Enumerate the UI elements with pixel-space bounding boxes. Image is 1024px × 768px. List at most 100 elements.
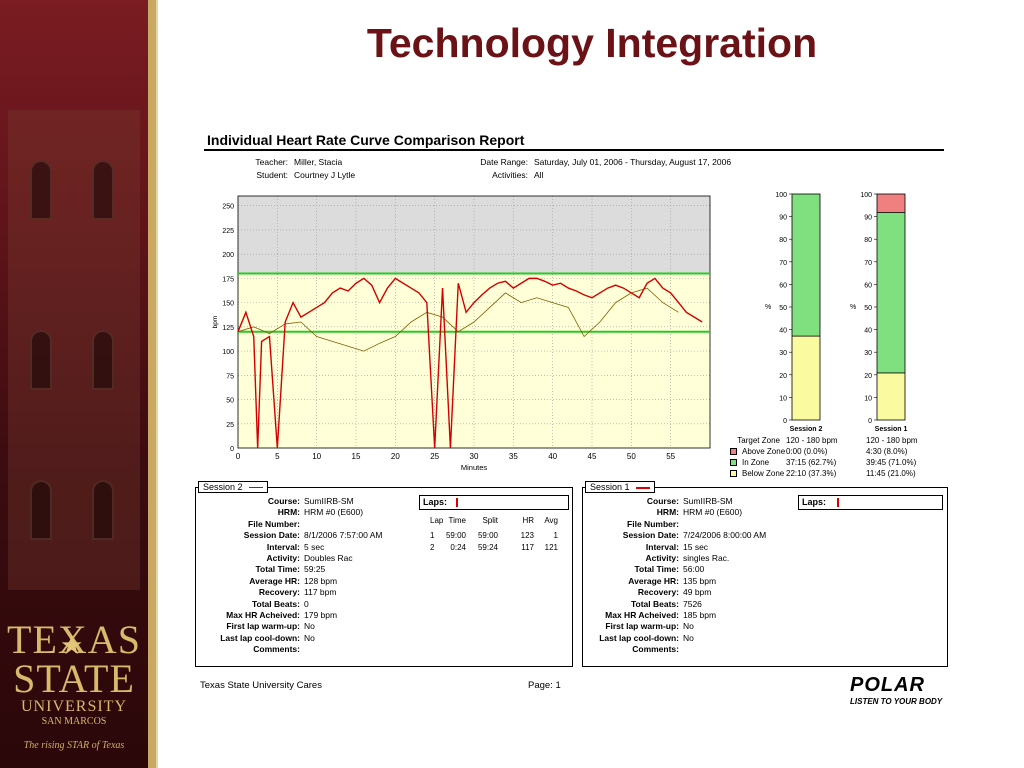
field-label: HRM: — [656, 507, 679, 518]
field-label: Recovery: — [637, 587, 679, 598]
y-tick-label: 250 — [222, 204, 234, 211]
logo-university: UNIVERSITY — [21, 698, 127, 715]
date-range-label: Date Range: — [480, 157, 528, 167]
field-value: SumIIRB-SM — [304, 496, 354, 506]
y-tick-label: 100 — [860, 192, 872, 199]
session-field: First lap warm-up: No — [198, 621, 315, 631]
building-window — [92, 330, 114, 390]
lap-column-header: Time — [448, 516, 466, 525]
field-label: Comments: — [253, 644, 300, 655]
y-axis-label: % — [850, 304, 856, 311]
footer-left-text: Texas State University Cares — [200, 680, 322, 691]
bar-border — [791, 193, 821, 421]
session-field: Course: SumIIRB-SM — [583, 496, 733, 506]
field-value: 15 sec — [683, 541, 709, 552]
field-label: Session Date: — [243, 530, 300, 541]
field-value: 185 bpm — [683, 610, 717, 620]
zone-label: Above Zone — [742, 447, 786, 456]
zone-color-swatch — [730, 459, 737, 466]
session-1-zone-value: 120 - 180 bpm — [866, 436, 918, 445]
field-label: First lap warm-up: — [226, 621, 300, 632]
plot-border — [237, 195, 711, 449]
slide-title: Technology Integration — [366, 20, 818, 66]
report-title: Individual Heart Rate Curve Comparison R… — [207, 132, 525, 148]
series-line-session-1 — [237, 287, 679, 352]
y-tick-label: 50 — [779, 305, 787, 312]
field-label: Last lap cool-down: — [220, 632, 300, 643]
session-1-laps-box: Laps: — [798, 495, 943, 510]
session-field: Last lap cool-down: No — [198, 633, 315, 643]
x-tick-label: 55 — [666, 452, 675, 461]
field-value: SumIIRB-SM — [683, 496, 733, 506]
session-field: Course: SumIIRB-SM — [198, 496, 354, 506]
session-field: Comments: — [198, 644, 304, 654]
laps-red-marker — [837, 498, 839, 507]
x-tick-label: 20 — [391, 452, 400, 461]
field-label: File Number: — [627, 518, 679, 529]
gold-divider-highlight — [156, 0, 158, 768]
session-field: Session Date: 8/1/2006 7:57:00 AM — [198, 530, 383, 541]
bar-segment-below-zone — [877, 372, 905, 420]
field-value: 59:25 — [304, 564, 326, 575]
field-value: singles Rac. — [683, 553, 730, 563]
bar-title: Session 1 — [875, 426, 908, 433]
session-1-zone-value: 4:30 (8.0%) — [866, 447, 908, 456]
field-value: 179 bpm — [304, 610, 338, 620]
field-label: Total Beats: — [630, 598, 679, 609]
lap-cell: 2 — [430, 542, 435, 552]
field-label: First lap warm-up: — [605, 621, 679, 632]
logo-state: STATE — [13, 656, 135, 701]
field-label: Total Beats: — [251, 598, 300, 609]
lap-cell: 0:24 — [450, 542, 466, 552]
teacher-value: Miller, Stacia — [294, 157, 343, 167]
y-tick-label: 20 — [779, 373, 787, 380]
field-label: Course: — [267, 496, 300, 506]
heart-rate-report: Individual Heart Rate Curve Comparison R… — [190, 128, 950, 728]
session-1-zone-value: 39:45 (71.0%) — [866, 458, 917, 467]
session-2-zone-value: 0:00 (0.0%) — [786, 447, 828, 456]
lap-column-header: Lap — [430, 516, 444, 525]
field-label: Average HR: — [628, 575, 679, 586]
university-logo: TEXAS ★ STATE UNIVERSITY SAN MARCOS The … — [0, 617, 148, 752]
field-label: Interval: — [266, 541, 300, 552]
y-tick-label: 70 — [779, 260, 787, 267]
bar-title: Session 2 — [790, 426, 823, 433]
building-window — [30, 160, 52, 220]
field-value: 7/24/2006 8:00:00 AM — [683, 530, 767, 541]
session-2-line-swatch — [249, 487, 264, 489]
session-2-zone-bar-chart: 0 10 20 30 40 50 60 70 80 90 100% Session 2 — [765, 192, 823, 433]
session-field: Recovery: 49 bpm — [583, 587, 711, 597]
lap-column-header: Split — [482, 516, 498, 525]
y-tick-label: 10 — [779, 395, 787, 402]
bar-segment-below-zone — [792, 335, 820, 420]
session-field: Average HR: 135 bpm — [583, 576, 716, 586]
session-field: Interval: 15 sec — [583, 542, 708, 552]
bar-segment-in-zone — [792, 194, 820, 336]
session-field: First lap warm-up: No — [583, 621, 694, 631]
x-tick-label: 15 — [352, 452, 361, 461]
lap-cell: 59:24 — [477, 542, 498, 552]
session-field: Last lap cool-down: No — [583, 633, 694, 643]
zone-color-swatch — [730, 448, 737, 455]
field-value: 7526 — [683, 598, 702, 609]
student-meta: Student: Courtney J Lytle — [230, 170, 355, 180]
date-range-value: Saturday, July 01, 2006 - Thursday, Augu… — [534, 157, 732, 167]
session-1-panel — [582, 487, 948, 667]
building-window — [30, 480, 52, 540]
field-value: HRM #0 (E600) — [683, 507, 743, 518]
star-icon: ★ — [60, 630, 84, 660]
field-label: Max HR Acheived: — [226, 610, 300, 620]
session-field: File Number: — [198, 519, 304, 529]
field-label: Course: — [646, 496, 679, 506]
logo-texas: TEXAS — [7, 617, 141, 662]
field-value: 49 bpm — [683, 587, 712, 598]
lap-cell: 1 — [430, 531, 435, 540]
lap-cell: 123 — [520, 531, 534, 540]
field-label: Total Time: — [255, 564, 300, 575]
session-field: Interval: 5 sec — [198, 542, 324, 552]
field-value: 56:00 — [683, 564, 705, 575]
bar-border — [876, 193, 906, 421]
lap-cell: 59:00 — [477, 531, 498, 540]
session-1-zone-bar-chart: 0 10 20 30 40 50 60 70 80 90 100% Session 1 — [850, 192, 908, 433]
y-tick-label: 60 — [864, 282, 872, 289]
